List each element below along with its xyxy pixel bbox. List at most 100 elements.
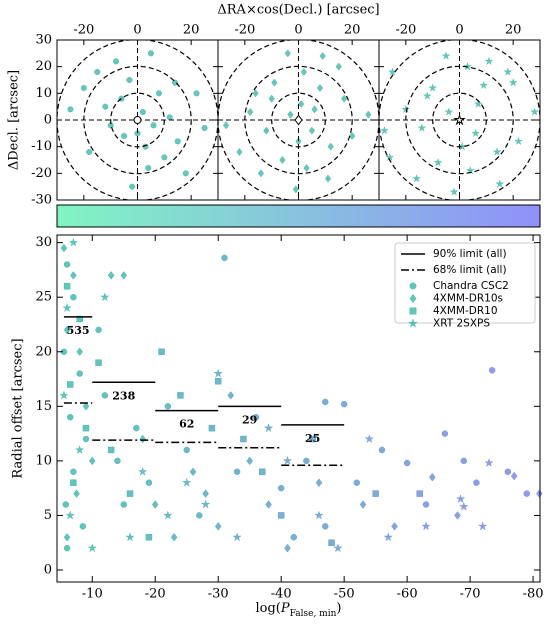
legend-label: 68% limit (all): [433, 264, 507, 276]
point: [428, 83, 438, 92]
panel-content: [218, 40, 379, 200]
point: [95, 326, 102, 334]
y-tick-label: 20: [35, 344, 52, 359]
point: [163, 510, 173, 520]
point: [89, 456, 96, 466]
point: [94, 68, 101, 75]
point: [75, 445, 85, 454]
point: [268, 94, 275, 103]
point: [298, 100, 305, 108]
point: [391, 522, 398, 531]
y-tick-label: 30: [35, 235, 52, 250]
x-tick-label: -10: [82, 587, 103, 602]
point: [240, 435, 247, 443]
point: [170, 533, 178, 542]
point: [114, 457, 121, 465]
legend-label: 4XMM-DR10: [433, 305, 498, 317]
point: [151, 500, 159, 509]
point: [67, 381, 74, 388]
point: [113, 58, 120, 65]
point: [82, 435, 90, 443]
point: [409, 294, 417, 303]
x-axis-label-part: log(: [256, 601, 281, 616]
point: [328, 539, 335, 546]
point: [284, 543, 291, 553]
point: [182, 477, 192, 487]
point: [484, 458, 494, 468]
point: [70, 293, 77, 301]
point: [433, 158, 443, 167]
point: [155, 90, 162, 97]
point: [126, 76, 133, 83]
x-tick-label: 20: [505, 23, 522, 38]
point: [401, 104, 411, 114]
x-axis-label-part: ): [336, 601, 341, 616]
point: [365, 110, 372, 119]
point: [471, 128, 481, 138]
point: [530, 107, 540, 116]
point: [421, 521, 431, 531]
point: [236, 148, 243, 156]
x-tick-label: -20: [395, 23, 416, 38]
point: [495, 179, 505, 188]
point: [120, 271, 128, 280]
point: [101, 392, 109, 399]
x-tick-label: -40: [271, 587, 292, 602]
point: [488, 367, 496, 374]
point: [412, 174, 421, 183]
x-tick-label: -70: [460, 587, 481, 602]
point: [252, 89, 259, 98]
point: [277, 484, 285, 492]
point: [200, 499, 211, 509]
point: [265, 500, 272, 509]
point: [340, 400, 348, 408]
point: [125, 532, 135, 542]
y-tick-label: -10: [31, 139, 52, 154]
point: [383, 532, 393, 542]
point: [68, 237, 79, 247]
count-label: 238: [112, 389, 135, 402]
point: [177, 392, 184, 399]
point: [150, 122, 157, 129]
point: [359, 500, 367, 509]
legend-label: 90% limit (all): [433, 248, 507, 260]
x-axis-label-part: P: [280, 601, 290, 616]
point: [303, 164, 310, 172]
colorbar: [56, 204, 541, 228]
point: [409, 307, 417, 315]
point: [372, 490, 379, 497]
point: [259, 468, 266, 475]
point: [82, 402, 90, 411]
y-tick-label: -30: [31, 193, 52, 208]
point: [126, 490, 134, 497]
point: [80, 84, 87, 91]
point: [536, 489, 543, 498]
point: [202, 489, 209, 498]
point: [222, 121, 230, 130]
point: [422, 91, 432, 100]
point: [121, 132, 128, 139]
x-tick-label: -30: [208, 587, 229, 602]
point: [408, 318, 418, 328]
point: [100, 292, 110, 302]
point: [196, 512, 203, 519]
point: [67, 414, 74, 421]
point: [76, 370, 83, 377]
point: [193, 90, 200, 97]
point: [294, 114, 303, 126]
point: [137, 466, 148, 476]
point: [102, 103, 109, 110]
point: [335, 62, 342, 71]
point: [341, 94, 348, 103]
point: [164, 403, 172, 410]
point: [139, 108, 146, 115]
point: [172, 79, 179, 86]
x-tick-label: -60: [397, 587, 418, 602]
point: [145, 164, 152, 171]
point: [277, 512, 285, 519]
point: [67, 106, 74, 113]
point: [316, 84, 324, 92]
point: [364, 434, 375, 444]
point: [247, 108, 254, 116]
point: [82, 424, 90, 432]
